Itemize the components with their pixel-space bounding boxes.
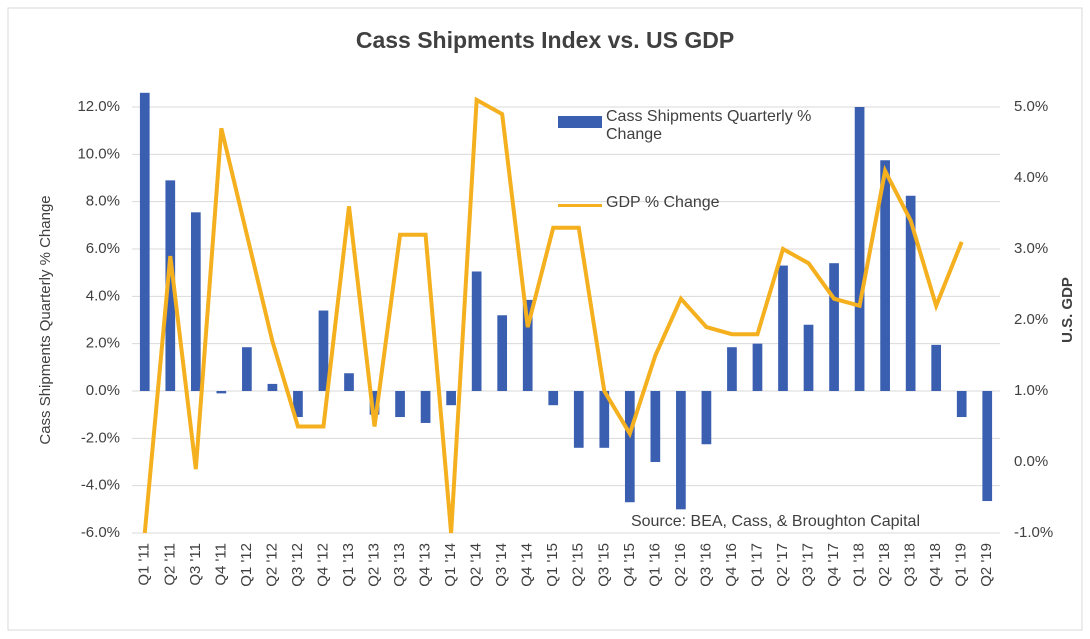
bar (293, 391, 303, 418)
y-tick-label: 2.0% (86, 335, 120, 352)
y2-tick-label: 4.0% (1014, 169, 1048, 186)
x-tick-label: Q4 '12 (314, 543, 331, 587)
x-tick-label: Q1 '19 (953, 543, 970, 587)
bar (982, 391, 993, 502)
bar (624, 391, 635, 503)
x-tick-label: Q2 '19 (978, 543, 995, 587)
bar (446, 391, 456, 406)
x-tick-label: Q2 '11 (161, 543, 178, 586)
x-tick-label: Q3 '17 (799, 543, 816, 587)
bar (931, 344, 942, 391)
x-tick-label: Q2 '14 (468, 543, 485, 587)
bar (139, 92, 150, 392)
bar (471, 271, 482, 391)
y2-axis-title: U.S. GDP (1059, 277, 1076, 343)
bar (522, 299, 533, 391)
bar (190, 212, 201, 391)
bar (497, 315, 508, 391)
x-tick-label: Q4 '17 (825, 543, 842, 587)
y2-tick-label: 1.0% (1014, 382, 1048, 399)
bar (573, 391, 584, 448)
bar (344, 373, 354, 391)
x-tick-label: Q3 '14 (493, 543, 510, 587)
x-tick-label: Q3 '15 (595, 543, 612, 587)
x-tick-label: Q2 '17 (774, 543, 791, 587)
x-tick-label: Q3 '12 (289, 543, 306, 587)
bar (216, 391, 227, 394)
x-tick-label: Q4 '18 (927, 543, 944, 587)
bar (599, 391, 610, 448)
x-tick-label: Q2 '12 (263, 543, 280, 587)
y-tick-label: 10.0% (77, 145, 120, 162)
y-tick-label: 0.0% (86, 382, 120, 399)
y-tick-label: -6.0% (81, 524, 120, 541)
x-tick-label: Q3 '11 (187, 543, 204, 586)
x-tick-label: Q1 '18 (851, 543, 868, 587)
x-tick-label: Q2 '18 (876, 543, 893, 587)
legend-label: Cass Shipments Quarterly % Change (606, 108, 812, 143)
bar (727, 347, 737, 391)
bar (956, 391, 967, 418)
y2-tick-label: 5.0% (1014, 98, 1048, 115)
x-tick-label: Q4 '15 (621, 543, 638, 587)
bar (242, 347, 252, 391)
bar (803, 324, 814, 391)
bar (650, 391, 661, 462)
x-tick-label: Q1 '13 (340, 543, 357, 587)
y-axis-title: Cass Shipments Quarterly % Change (37, 195, 54, 444)
bar (548, 391, 559, 406)
bar (318, 310, 329, 391)
x-tick-label: Q1 '11 (136, 543, 153, 586)
x-tick-label: Q1 '12 (238, 543, 255, 587)
x-tick-label: Q1 '15 (544, 543, 561, 587)
bar (165, 180, 176, 391)
chart-title: Cass Shipments Index vs. US GDP (356, 27, 734, 53)
bar (752, 343, 763, 391)
bar (829, 263, 839, 391)
bar (701, 391, 712, 445)
x-tick-label: Q4 '16 (723, 543, 740, 587)
x-tick-label: Q1 '14 (442, 543, 459, 587)
legend-swatch (558, 204, 602, 207)
bar (905, 195, 916, 391)
source-note: Source: BEA, Cass, & Broughton Capital (631, 513, 920, 530)
bar (420, 391, 431, 423)
x-tick-label: Q3 '18 (902, 543, 919, 587)
bar (880, 160, 890, 391)
x-tick-label: Q1 '17 (748, 543, 765, 587)
legend-label: GDP % Change (606, 194, 720, 211)
y2-tick-label: -1.0% (1014, 524, 1053, 541)
legend-swatch (558, 116, 602, 128)
bar (854, 107, 865, 391)
line (142, 96, 964, 534)
y-tick-label: 4.0% (86, 287, 120, 304)
bar (369, 391, 380, 415)
y-tick-label: -4.0% (81, 477, 120, 494)
y-tick-label: -2.0% (81, 429, 120, 446)
bar (778, 265, 788, 391)
bar (267, 383, 278, 391)
y2-tick-label: 0.0% (1014, 453, 1048, 470)
bar (676, 391, 686, 510)
chart-frame (7, 7, 1083, 631)
bar (395, 391, 405, 418)
x-tick-label: Q4 '13 (417, 543, 434, 587)
x-tick-label: Q3 '16 (697, 543, 714, 587)
x-tick-label: Q3 '13 (391, 543, 408, 587)
x-tick-label: Q4 '11 (212, 543, 229, 586)
x-tick-label: Q2 '15 (570, 543, 587, 587)
y2-tick-label: 2.0% (1014, 311, 1048, 328)
y-tick-label: 12.0% (77, 98, 120, 115)
x-tick-label: Q2 '13 (365, 543, 382, 587)
x-tick-label: Q1 '16 (646, 543, 663, 587)
y-tick-label: 6.0% (86, 240, 120, 257)
y2-tick-label: 3.0% (1014, 240, 1048, 257)
legend-item: GDP % Change (558, 194, 848, 212)
x-tick-label: Q4 '14 (519, 543, 536, 587)
x-tick-label: Q2 '16 (672, 543, 689, 587)
y-tick-label: 8.0% (86, 193, 120, 210)
legend-item: Cass Shipments Quarterly % Change (558, 108, 848, 144)
